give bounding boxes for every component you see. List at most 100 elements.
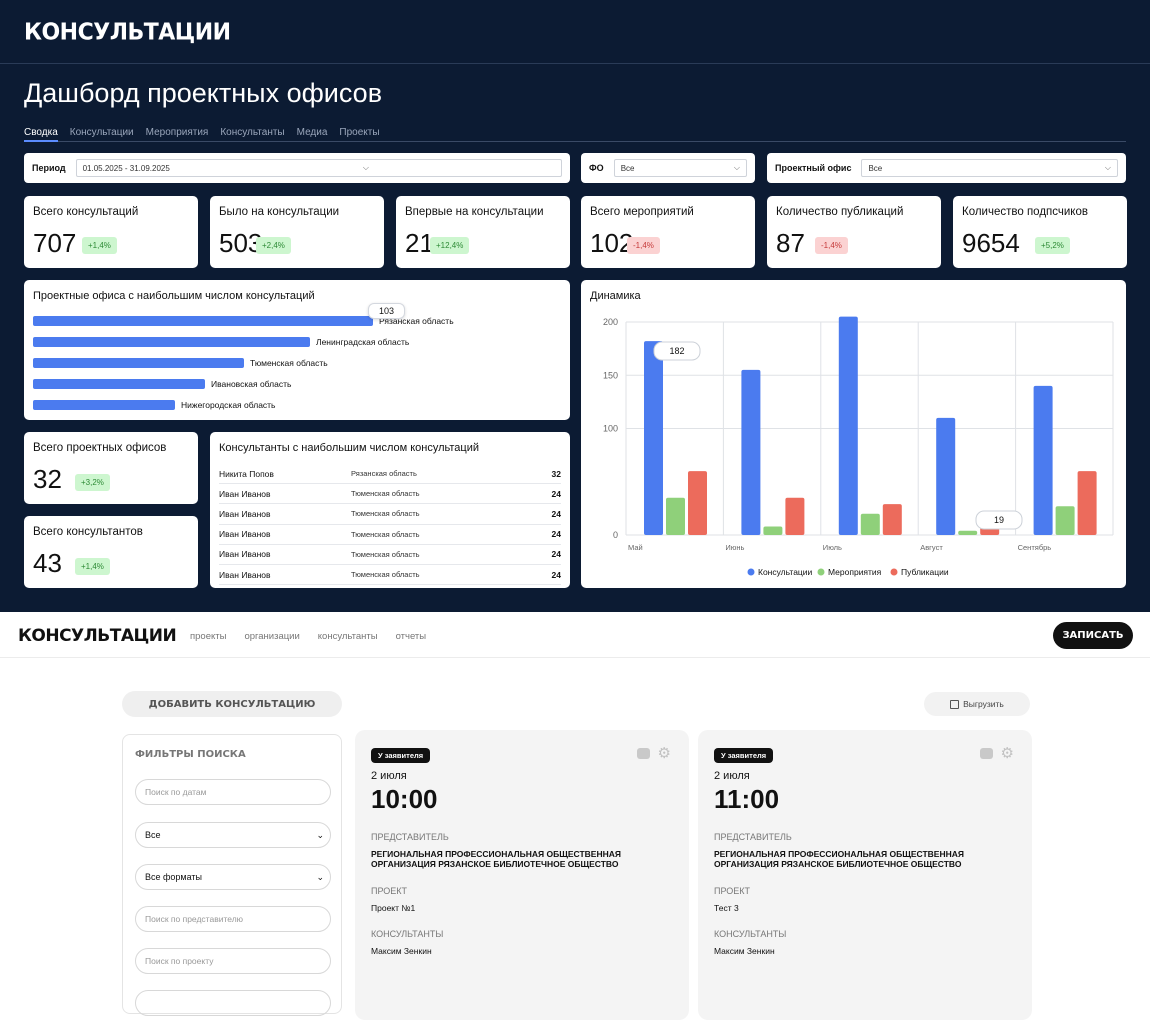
- total-offices-card: Всего проектных офисов 32 +3,2%: [24, 432, 198, 504]
- dynamics-bar[interactable]: [666, 497, 685, 535]
- office-bar-label: Ленинградская область: [316, 337, 410, 347]
- consultant-name: Иван Иванов: [219, 508, 271, 519]
- consultant-region: Тюменская область: [351, 570, 420, 580]
- legend-marker: [817, 568, 825, 576]
- extra-search-input[interactable]: [135, 990, 331, 1016]
- tab-summary[interactable]: Сводка: [24, 127, 58, 138]
- consultant-name: Иван Иванов: [219, 529, 271, 540]
- app-header-divider: [0, 657, 1150, 658]
- kpi-value: 9654: [962, 228, 1020, 258]
- book-button[interactable]: ЗАПИСАТЬ: [1053, 622, 1133, 649]
- kpi-card: Всего консультаций 707 +1,4%: [24, 196, 198, 268]
- kpi-title: Всего мероприятий: [590, 206, 694, 218]
- status-badge: У заявителя: [714, 748, 774, 763]
- legend-label: Консультации: [758, 567, 813, 577]
- dynamics-bar[interactable]: [936, 417, 956, 535]
- kpi-card: Количество публикаций 87 -1,4%: [767, 196, 941, 268]
- kpi-card: Было на консультации 503 +2,4%: [210, 196, 384, 268]
- consultants-table-title: Консультанты с наибольшим числом консуль…: [219, 442, 480, 454]
- total-offices-value: 32: [33, 464, 62, 494]
- office-bar-row: Ивановская область: [33, 379, 291, 389]
- dynamics-bar[interactable]: [958, 530, 978, 535]
- export-button[interactable]: Выгрузить: [924, 692, 1030, 716]
- total-offices-delta: +3,2%: [75, 474, 110, 491]
- tab-media[interactable]: Медиа: [296, 127, 328, 138]
- office-bar-label: Ивановская область: [211, 379, 292, 389]
- tab-consultations[interactable]: Консультации: [69, 127, 134, 138]
- dynamics-bar[interactable]: [741, 369, 761, 535]
- table-row[interactable]: Никита Попов Рязанская область 32: [219, 464, 561, 485]
- dynamics-tooltip: 19: [994, 515, 1004, 525]
- tab-projects[interactable]: Проекты: [339, 127, 380, 138]
- office-bar[interactable]: [33, 400, 175, 410]
- dynamics-bar[interactable]: [785, 497, 805, 535]
- consultant-name: Никита Попов: [219, 468, 274, 479]
- date-search-input[interactable]: Поиск по датам: [135, 779, 331, 805]
- office-value: Все: [868, 163, 883, 173]
- nav-consultants[interactable]: консультанты: [317, 631, 378, 642]
- table-row[interactable]: Иван Иванов Тюменская область 24: [219, 545, 561, 565]
- chevron-down-icon: ⌵: [733, 163, 740, 172]
- kpi-delta-badge: +5,2%: [1035, 237, 1070, 254]
- office-bar[interactable]: [33, 379, 205, 389]
- add-consultation-button[interactable]: ДОБАВИТЬ КОНСУЛЬТАЦИЮ: [122, 691, 342, 717]
- period-value: 01.05.2025 - 31.09.2025: [82, 163, 170, 173]
- kpi-value: 707: [33, 228, 77, 258]
- tab-events[interactable]: Мероприятия: [145, 127, 209, 138]
- table-row[interactable]: Иван Иванов Тюменская область 24: [219, 525, 561, 545]
- consultation-card[interactable]: У заявителя ⚙ 2 июля 10:00 ПРЕДСТАВИТЕЛЬ…: [355, 730, 689, 1020]
- dynamics-bar[interactable]: [838, 316, 858, 535]
- dynamics-bar[interactable]: [1055, 506, 1075, 535]
- app-nav: проекты организации консультанты отчеты: [190, 631, 426, 642]
- office-bar-label: Нижегородская область: [181, 400, 276, 410]
- status-select-value: Все: [145, 830, 161, 840]
- nav-projects[interactable]: проекты: [190, 631, 227, 642]
- app-logo[interactable]: КОНСУЛЬТАЦИИ: [18, 626, 177, 646]
- status-select[interactable]: Все ⌄: [135, 822, 331, 848]
- table-row[interactable]: Иван Иванов Тюменская область 24: [219, 484, 561, 505]
- consultant-region: Тюменская область: [351, 509, 420, 519]
- dynamics-bar[interactable]: [763, 526, 783, 535]
- nav-reports[interactable]: отчеты: [395, 631, 427, 642]
- dynamics-bar[interactable]: [644, 341, 663, 535]
- chat-icon[interactable]: [636, 748, 650, 759]
- office-bar[interactable]: [33, 337, 310, 347]
- representative-search-input[interactable]: Поиск по представителю: [135, 906, 331, 932]
- consultation-card[interactable]: У заявителя ⚙ 2 июля 11:00 ПРЕДСТАВИТЕЛЬ…: [698, 730, 1032, 1020]
- dynamics-bar[interactable]: [882, 504, 902, 535]
- consultation-time: 11:00: [714, 784, 780, 814]
- gear-icon[interactable]: ⚙: [657, 745, 671, 762]
- fo-select[interactable]: Все ⌵: [613, 159, 747, 177]
- dynamics-bar[interactable]: [1077, 471, 1097, 535]
- project-search-input[interactable]: Поиск по проекту: [135, 948, 331, 974]
- office-select[interactable]: Все ⌵: [861, 159, 1118, 177]
- dashboard-logo[interactable]: КОНСУЛЬТАЦИИ: [24, 19, 231, 46]
- consultant-count: 32: [551, 468, 561, 479]
- kpi-card: Всего мероприятий 102 -1,4%: [581, 196, 755, 268]
- table-row[interactable]: Иван Иванов Тюменская область 24: [219, 565, 561, 586]
- dynamics-bar[interactable]: [688, 471, 707, 535]
- format-select[interactable]: Все форматы ⌄: [135, 864, 331, 890]
- table-row[interactable]: Иван Иванов Тюменская область 24: [219, 504, 561, 525]
- nav-organizations[interactable]: организации: [244, 631, 300, 642]
- legend-marker: [747, 568, 755, 576]
- representative-label: ПРЕДСТАВИТЕЛЬ: [371, 832, 449, 842]
- chat-icon[interactable]: [979, 748, 993, 759]
- office-bar[interactable]: [33, 358, 244, 368]
- tab-consultants[interactable]: Консультанты: [220, 127, 285, 138]
- fo-filter: ФО Все ⌵: [581, 153, 755, 183]
- dynamics-bar[interactable]: [1033, 385, 1053, 535]
- dynamics-bar[interactable]: [860, 513, 880, 535]
- total-consultants-delta: +1,4%: [75, 558, 110, 575]
- consultant-count: 24: [551, 549, 561, 560]
- office-bar-row: Ленинградская область: [33, 337, 409, 347]
- representative-value: РЕГИОНАЛЬНАЯ ПРОФЕССИОНАЛЬНАЯ ОБЩЕСТВЕНН…: [371, 849, 621, 870]
- period-select[interactable]: 01.05.2025 - 31.09.2025 ⌵: [75, 159, 562, 177]
- header-divider: [0, 63, 1150, 64]
- legend-label: Мероприятия: [828, 567, 882, 577]
- chevron-down-icon: ⌵: [1104, 163, 1111, 172]
- gear-icon[interactable]: ⚙: [1000, 745, 1014, 762]
- office-bar[interactable]: [33, 316, 373, 326]
- period-filter: Период 01.05.2025 - 31.09.2025 ⌵: [24, 153, 570, 183]
- card-actions: ⚙: [636, 745, 671, 762]
